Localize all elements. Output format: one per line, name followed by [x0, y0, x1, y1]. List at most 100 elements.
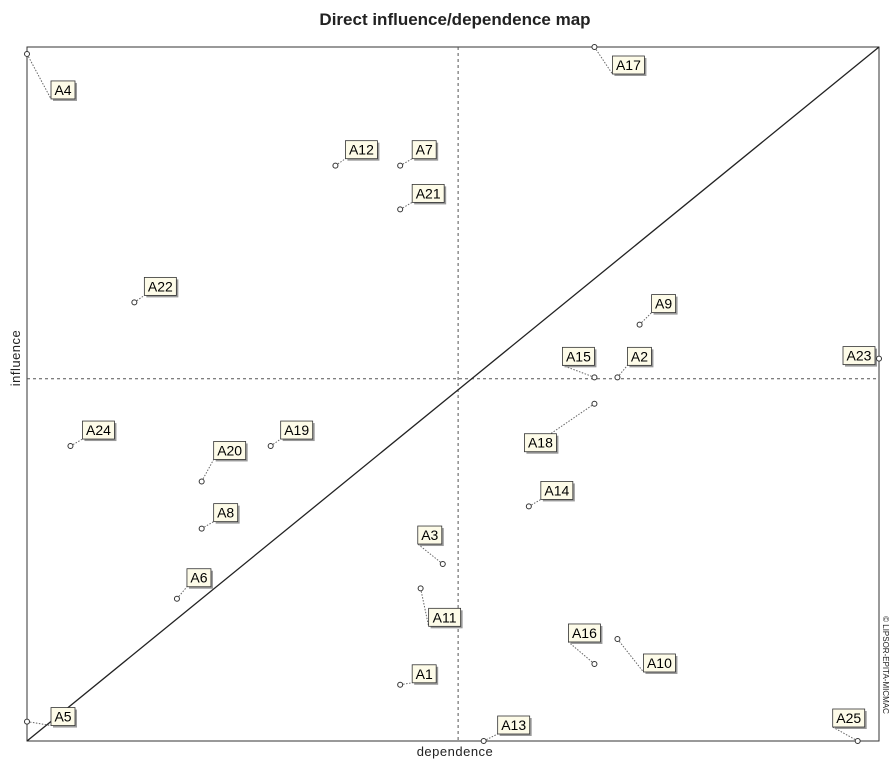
data-point: A12: [332, 140, 380, 169]
chart-title: Direct influence/dependence map: [319, 10, 590, 29]
point-marker: [397, 681, 404, 688]
label-box: [50, 80, 76, 100]
plot-frame: [26, 46, 880, 742]
leader-line: [134, 294, 145, 303]
label-box: [562, 346, 595, 366]
label-box: [417, 525, 443, 545]
point-marker: [131, 299, 138, 306]
data-point: A20: [198, 441, 248, 485]
point-label: A11: [433, 609, 457, 625]
data-point: A24: [67, 420, 117, 450]
data-point: A25: [832, 708, 867, 744]
leader-line: [568, 641, 595, 665]
point-label: A17: [616, 57, 641, 73]
leader-line: [400, 682, 413, 686]
point-label: A14: [544, 482, 569, 498]
leader-line: [26, 53, 52, 100]
label-box: [411, 183, 445, 203]
point-marker: [198, 478, 205, 485]
point-label: A3: [421, 527, 438, 543]
leader-line: [26, 721, 52, 727]
point-label: A9: [655, 296, 672, 312]
point-marker: [480, 738, 487, 744]
y-axis-label: influence: [8, 330, 23, 387]
leader-line: [528, 498, 542, 507]
point-label: A20: [217, 442, 242, 458]
point-marker: [614, 374, 621, 381]
point-label: A7: [416, 142, 433, 158]
point-label: A8: [217, 505, 234, 521]
leader-line: [617, 638, 644, 673]
point-label: A13: [501, 717, 526, 733]
label-box: [186, 568, 212, 588]
point-label: A19: [284, 422, 309, 438]
label-box: [411, 140, 437, 160]
leader-line: [399, 201, 413, 210]
point-label: A18: [528, 435, 553, 451]
data-point: A14: [525, 481, 575, 510]
leader-line: [832, 726, 858, 742]
data-point: A8: [198, 503, 240, 532]
point-marker: [397, 162, 404, 169]
leader-line: [176, 586, 188, 600]
points-layer: A1 A2 A3 A4 A5 A6 A7 A8 A9 A10 A11 A12 A13 A14 A15 A16 A…: [24, 44, 882, 744]
leader-line: [270, 438, 281, 447]
point-marker: [267, 443, 274, 450]
point-marker: [591, 660, 598, 667]
data-point: A2: [614, 346, 654, 381]
label-box: [143, 276, 177, 296]
leader-line: [201, 459, 215, 482]
data-point: A21: [397, 183, 447, 213]
diagonal-line: [26, 46, 880, 742]
data-point: A19: [267, 420, 315, 450]
point-marker: [24, 50, 30, 57]
point-marker: [614, 635, 621, 642]
data-point: A13: [480, 715, 532, 744]
label-box: [213, 503, 239, 523]
point-marker: [67, 443, 74, 450]
leader-line: [399, 158, 413, 167]
label-box: [832, 708, 866, 728]
data-point: A3: [417, 525, 446, 568]
x-axis-label: dependence: [417, 744, 494, 759]
point-marker: [417, 585, 424, 592]
label-box: [345, 140, 378, 160]
label-box: [612, 55, 645, 75]
data-point: A18: [524, 400, 598, 454]
point-label: A23: [847, 348, 872, 364]
data-point: A4: [24, 50, 77, 101]
leader-line: [617, 365, 628, 378]
label-box: [627, 346, 652, 366]
copyright-notice: © LIPSOR-EPITA-MICMAC: [881, 616, 890, 714]
label-box: [651, 294, 676, 314]
point-marker: [636, 321, 643, 328]
leader-line: [594, 46, 613, 75]
label-box: [497, 715, 531, 735]
label-box: [411, 664, 437, 684]
point-marker: [24, 718, 30, 725]
data-point: A6: [173, 568, 213, 602]
label-box: [280, 420, 314, 440]
leader-line: [420, 588, 430, 627]
label-box: [643, 653, 676, 673]
point-label: A22: [148, 278, 173, 294]
data-point: A9: [636, 294, 678, 328]
leader-line: [201, 521, 214, 530]
data-point: A1: [397, 664, 439, 688]
leader-line: [483, 733, 498, 742]
label-box: [428, 607, 462, 627]
label-box: [540, 481, 574, 500]
point-label: A12: [349, 142, 374, 158]
label-box: [524, 433, 557, 453]
data-point: A15: [562, 346, 598, 381]
leader-line: [335, 158, 346, 167]
point-marker: [876, 355, 882, 362]
point-marker: [198, 525, 205, 532]
label-box: [842, 346, 876, 366]
point-marker: [591, 400, 598, 407]
point-label: A25: [836, 710, 861, 726]
point-marker: [854, 738, 861, 744]
point-label: A10: [647, 655, 672, 671]
data-point: A22: [131, 276, 179, 306]
point-label: A15: [566, 348, 591, 364]
